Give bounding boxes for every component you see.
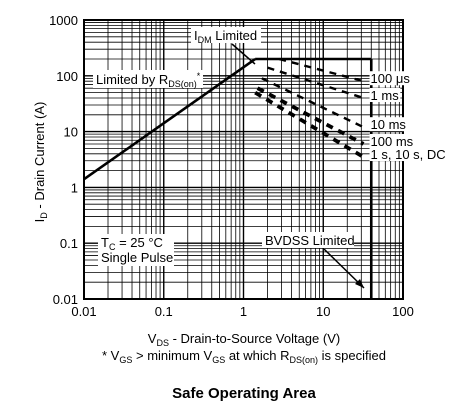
minor-grid — [84, 20, 403, 299]
rds-annotation: Limited by RDS(on)* — [93, 70, 203, 89]
y-tick-label: 0.1 — [60, 236, 78, 251]
pulse-curve — [254, 90, 365, 159]
pulse-curve — [267, 66, 364, 100]
x-tick-label: 1 — [240, 304, 247, 319]
x-tick-labels: 0.01 0.1 1 10 100 — [71, 304, 414, 319]
curve-labels: 100 μs 1 ms 10 ms 100 ms1 s, 10 s, DC — [369, 71, 466, 162]
chart-title: Safe Operating Area — [172, 385, 316, 402]
svg-text:TC = 25 °C: TC = 25 °C — [101, 235, 163, 252]
y-tick-label: 0.01 — [53, 292, 78, 307]
pulse-curve — [256, 86, 365, 146]
x-tick-label: 0.01 — [71, 304, 96, 319]
curve-label: 10 ms — [371, 117, 407, 132]
y-tick-label: 100 — [56, 69, 78, 84]
x-tick-label: 100 — [392, 304, 414, 319]
y-tick-label: 1000 — [49, 13, 78, 28]
curve-label-bg — [369, 147, 466, 162]
conditions-annotation: TC = 25 °C Single Pulse — [98, 234, 174, 266]
svg-text:Limited by RDS(on)*: Limited by RDS(on)* — [96, 71, 201, 89]
y-axis-label: ID - Drain Current (A) — [32, 102, 49, 223]
idm-annotation: IDM Limited — [191, 27, 261, 65]
footnote: * VGS > minimum VGS at which RDS(on) is … — [102, 348, 386, 365]
curve-label-bg — [369, 133, 415, 148]
curve-label: 100 ms — [371, 134, 414, 149]
svg-text:BVDSS Limited: BVDSS Limited — [265, 233, 355, 248]
curve-label-bg — [369, 71, 415, 86]
svg-text:Single Pulse: Single Pulse — [101, 250, 173, 265]
curve-label-bg — [369, 117, 408, 132]
y-tick-labels: 1000 100 10 1 0.1 0.01 — [49, 13, 78, 307]
curve-label: 1 ms — [371, 88, 400, 103]
curve-label-bg — [369, 88, 401, 103]
pulse-curve — [261, 77, 365, 129]
y-tick-label: 1 — [71, 180, 78, 195]
x-axis-label: VDS - Drain-to-Source Voltage (V) — [148, 331, 340, 348]
svg-text:IDM Limited: IDM Limited — [194, 28, 257, 45]
pulse-curves — [254, 57, 365, 159]
x-tick-label: 0.1 — [155, 304, 173, 319]
y-tick-label: 10 — [64, 125, 78, 140]
x-tick-label: 10 — [316, 304, 330, 319]
bvdss-annotation: BVDSS Limited — [262, 232, 365, 289]
soa-boundary-line — [83, 57, 256, 181]
curve-label: 1 s, 10 s, DC — [371, 147, 446, 162]
pulse-curve — [278, 57, 364, 83]
curve-label: 100 μs — [371, 71, 411, 86]
